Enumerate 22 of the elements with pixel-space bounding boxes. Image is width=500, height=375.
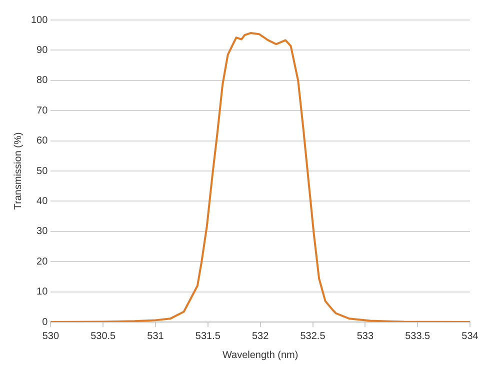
x-tick-label: 532.5 bbox=[300, 330, 326, 342]
x-axis-title: Wavelength (nm) bbox=[222, 350, 298, 361]
y-tick-label: 90 bbox=[36, 44, 48, 56]
y-tick-label: 40 bbox=[36, 196, 48, 207]
y-axis-title: Transmission (%) bbox=[12, 132, 24, 210]
y-tick-label: 60 bbox=[36, 136, 48, 147]
x-tick-label: 533 bbox=[356, 330, 374, 342]
y-tick-label: 70 bbox=[36, 105, 48, 116]
y-tick-label: 20 bbox=[36, 256, 48, 268]
x-tick-label: 533.5 bbox=[405, 330, 431, 342]
x-tick-label: 530.5 bbox=[90, 330, 116, 342]
y-tick-label: 50 bbox=[36, 166, 48, 177]
x-tick-label: 534 bbox=[462, 330, 479, 342]
y-tick-label: 100 bbox=[30, 14, 48, 26]
y-tick-label: 80 bbox=[36, 75, 48, 86]
x-tick-label: 531.5 bbox=[195, 330, 221, 342]
x-tick-label: 531 bbox=[147, 330, 164, 342]
y-tick-label: 0 bbox=[42, 316, 48, 328]
x-tick-label: 530 bbox=[42, 330, 60, 342]
y-tick-label: 30 bbox=[36, 226, 48, 238]
x-tick-label: 532 bbox=[252, 330, 270, 342]
y-tick-label: 10 bbox=[36, 286, 48, 298]
